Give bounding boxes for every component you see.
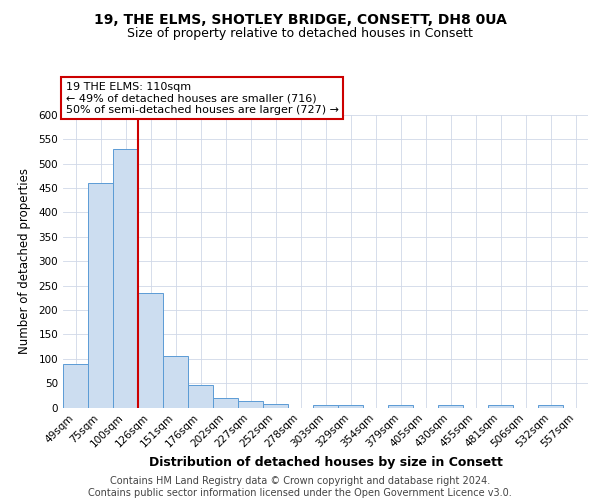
Text: 19 THE ELMS: 110sqm
← 49% of detached houses are smaller (716)
50% of semi-detac: 19 THE ELMS: 110sqm ← 49% of detached ho… — [65, 82, 338, 115]
Bar — [88, 183, 113, 408]
Y-axis label: Number of detached properties: Number of detached properties — [19, 168, 31, 354]
Bar — [438, 405, 463, 407]
Bar — [263, 404, 288, 407]
Bar — [63, 364, 88, 408]
Text: 19, THE ELMS, SHOTLEY BRIDGE, CONSETT, DH8 0UA: 19, THE ELMS, SHOTLEY BRIDGE, CONSETT, D… — [94, 12, 506, 26]
X-axis label: Distribution of detached houses by size in Consett: Distribution of detached houses by size … — [149, 456, 502, 469]
Text: Contains HM Land Registry data © Crown copyright and database right 2024.
Contai: Contains HM Land Registry data © Crown c… — [88, 476, 512, 498]
Bar — [138, 293, 163, 408]
Bar — [163, 356, 188, 408]
Bar — [388, 405, 413, 407]
Bar — [188, 384, 213, 407]
Bar — [238, 401, 263, 407]
Text: Size of property relative to detached houses in Consett: Size of property relative to detached ho… — [127, 28, 473, 40]
Bar — [113, 149, 138, 407]
Bar — [338, 405, 363, 407]
Bar — [213, 398, 238, 407]
Bar — [488, 405, 513, 407]
Bar — [538, 405, 563, 407]
Bar — [313, 405, 338, 407]
